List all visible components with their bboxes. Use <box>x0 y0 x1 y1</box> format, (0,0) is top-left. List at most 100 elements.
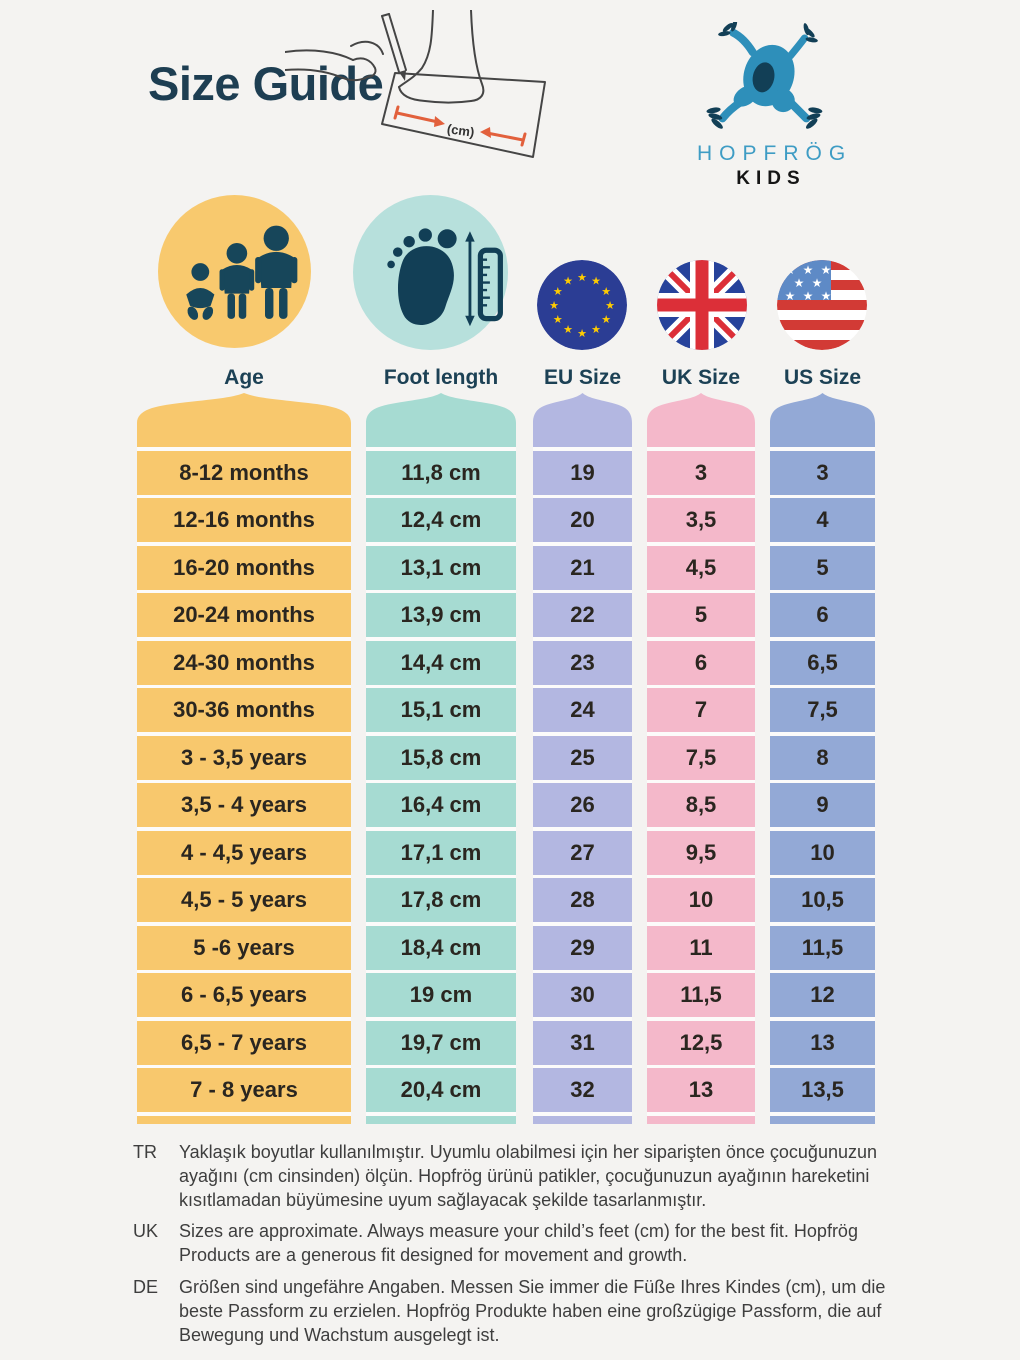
svg-text:★: ★ <box>577 271 587 284</box>
svg-text:★: ★ <box>563 323 573 336</box>
cell-uk: 10 <box>647 878 755 922</box>
paper-sheet <box>381 72 546 158</box>
cell-age: 12-16 months <box>137 498 351 542</box>
cell-foot: 16,4 cm <box>366 783 516 827</box>
svg-text:★: ★ <box>785 263 796 277</box>
partial-row-eu <box>533 1115 632 1124</box>
cell-eu: 27 <box>533 830 632 875</box>
note-tr: TR Yaklaşık boyutlar kullanılmıştır. Uyu… <box>133 1140 909 1212</box>
cell-foot: 12,4 cm <box>366 498 516 542</box>
table-column: 3 3,5 4,5 5 6 7 7,5 8,5 9,5 10 11 11,5 12,5 13 <box>647 393 755 1124</box>
column-arch <box>770 393 875 447</box>
cell-us: 13 <box>770 1020 875 1065</box>
page-title: Size Guide <box>148 57 384 110</box>
cell-us: 11,5 <box>770 925 875 970</box>
cell-age: 3 - 3,5 years <box>137 735 351 780</box>
svg-text:★: ★ <box>601 313 611 326</box>
note-uk: UK Sizes are approximate. Always measure… <box>133 1219 909 1267</box>
svg-text:★: ★ <box>803 289 814 303</box>
note-lang-uk: UK <box>133 1221 159 1242</box>
svg-text:★: ★ <box>591 323 601 336</box>
note-lang-tr: TR <box>133 1142 157 1162</box>
cell-us: 6 <box>770 593 875 637</box>
cell-age: 30-36 months <box>137 688 351 732</box>
cell-age: 20-24 months <box>137 593 351 637</box>
cell-age: 24-30 months <box>137 640 351 685</box>
us-flag-icon: ★ ★ ★ ★ ★ ★ ★ ★ <box>777 260 867 350</box>
cell-foot: 17,8 cm <box>366 878 516 922</box>
cell-us: 12 <box>770 973 875 1017</box>
cell-uk: 4,5 <box>647 545 755 590</box>
cell-us: 3 <box>770 450 875 495</box>
cm-label: (cm) <box>446 121 475 140</box>
cell-foot: 11,8 cm <box>366 450 516 495</box>
cell-eu: 20 <box>533 498 632 542</box>
cell-eu: 23 <box>533 640 632 685</box>
svg-text:★: ★ <box>553 285 563 298</box>
cell-age: 4,5 - 5 years <box>137 878 351 922</box>
cell-uk: 5 <box>647 593 755 637</box>
cell-uk: 3 <box>647 450 755 495</box>
cell-eu: 31 <box>533 1020 632 1065</box>
note-lang-de: DE <box>133 1276 159 1297</box>
cell-us: 8 <box>770 735 875 780</box>
foot-circle <box>353 195 508 350</box>
eu-flag-icon: ★ ★★ ★★★ ★★★ ★★★ <box>537 260 627 350</box>
cell-uk: 13 <box>647 1068 755 1112</box>
cell-eu: 19 <box>533 450 632 495</box>
cell-age: 6 - 6,5 years <box>137 973 351 1017</box>
cell-eu: 26 <box>533 783 632 827</box>
foot-ruler-icon <box>386 227 503 326</box>
cell-eu: 25 <box>533 735 632 780</box>
measuring-foot-illustration: (cm) <box>285 10 546 158</box>
cell-us: 4 <box>770 498 875 542</box>
cell-eu: 28 <box>533 878 632 922</box>
table-column: 3 4 5 6 6,5 7,5 8 9 10 10,5 11,5 12 13 13,5 <box>770 393 875 1124</box>
frog-logo-icon <box>706 22 823 129</box>
svg-text:★: ★ <box>821 263 832 277</box>
cell-age: 4 - 4,5 years <box>137 830 351 875</box>
note-text-uk: Sizes are approximate. Always measure yo… <box>179 1221 858 1266</box>
column-cells-eu: 19 20 21 22 23 24 25 26 27 28 29 30 31 32 <box>533 447 632 1124</box>
cell-uk: 3,5 <box>647 498 755 542</box>
footnotes: TR Yaklaşık boyutlar kullanılmıştır. Uyu… <box>133 1140 909 1354</box>
cell-eu: 21 <box>533 545 632 590</box>
cell-foot: 13,1 cm <box>366 545 516 590</box>
age-people-icon <box>185 225 297 320</box>
cell-age: 7 - 8 years <box>137 1068 351 1112</box>
svg-text:★: ★ <box>785 289 796 303</box>
cell-age: 8-12 months <box>137 450 351 495</box>
column-arch <box>366 393 516 447</box>
cell-foot: 17,1 cm <box>366 830 516 875</box>
brand-sub-name: KIDS <box>736 168 806 189</box>
column-label-age: Age <box>224 366 264 389</box>
svg-text:★: ★ <box>591 275 601 288</box>
cell-uk: 12,5 <box>647 1020 755 1065</box>
cell-uk: 11 <box>647 925 755 970</box>
cell-age: 5 -6 years <box>137 925 351 970</box>
note-text-tr: Yaklaşık boyutlar kullanılmıştır. Uyumlu… <box>179 1142 877 1211</box>
cell-us: 9 <box>770 783 875 827</box>
column-cells-us: 3 4 5 6 6,5 7,5 8 9 10 10,5 11,5 12 13 13,5 <box>770 447 875 1124</box>
cell-uk: 6 <box>647 640 755 685</box>
cell-uk: 7 <box>647 688 755 732</box>
cell-eu: 22 <box>533 593 632 637</box>
partial-row-foot <box>366 1115 516 1124</box>
cell-eu: 24 <box>533 688 632 732</box>
cell-age: 3,5 - 4 years <box>137 783 351 827</box>
table-column: 19 20 21 22 23 24 25 26 27 28 29 30 31 32 <box>533 393 632 1124</box>
cell-foot: 15,1 cm <box>366 688 516 732</box>
cell-us: 7,5 <box>770 688 875 732</box>
us-circle: ★ ★ ★ ★ ★ ★ ★ ★ <box>777 260 867 350</box>
uk-flag-icon <box>657 260 747 350</box>
svg-text:★: ★ <box>549 299 559 312</box>
column-cells-foot: 11,8 cm 12,4 cm 13,1 cm 13,9 cm 14,4 cm 15,1 … <box>366 447 516 1124</box>
cell-eu: 32 <box>533 1068 632 1112</box>
column-label-us: US Size <box>783 366 862 389</box>
cell-foot: 18,4 cm <box>366 925 516 970</box>
pencil-tip-icon <box>399 70 406 81</box>
column-cells-age: 8-12 months 12-16 months 16-20 months 20-24… <box>137 447 351 1124</box>
brand-name: HOPFRÖG <box>697 142 853 165</box>
svg-text:★: ★ <box>812 276 823 290</box>
